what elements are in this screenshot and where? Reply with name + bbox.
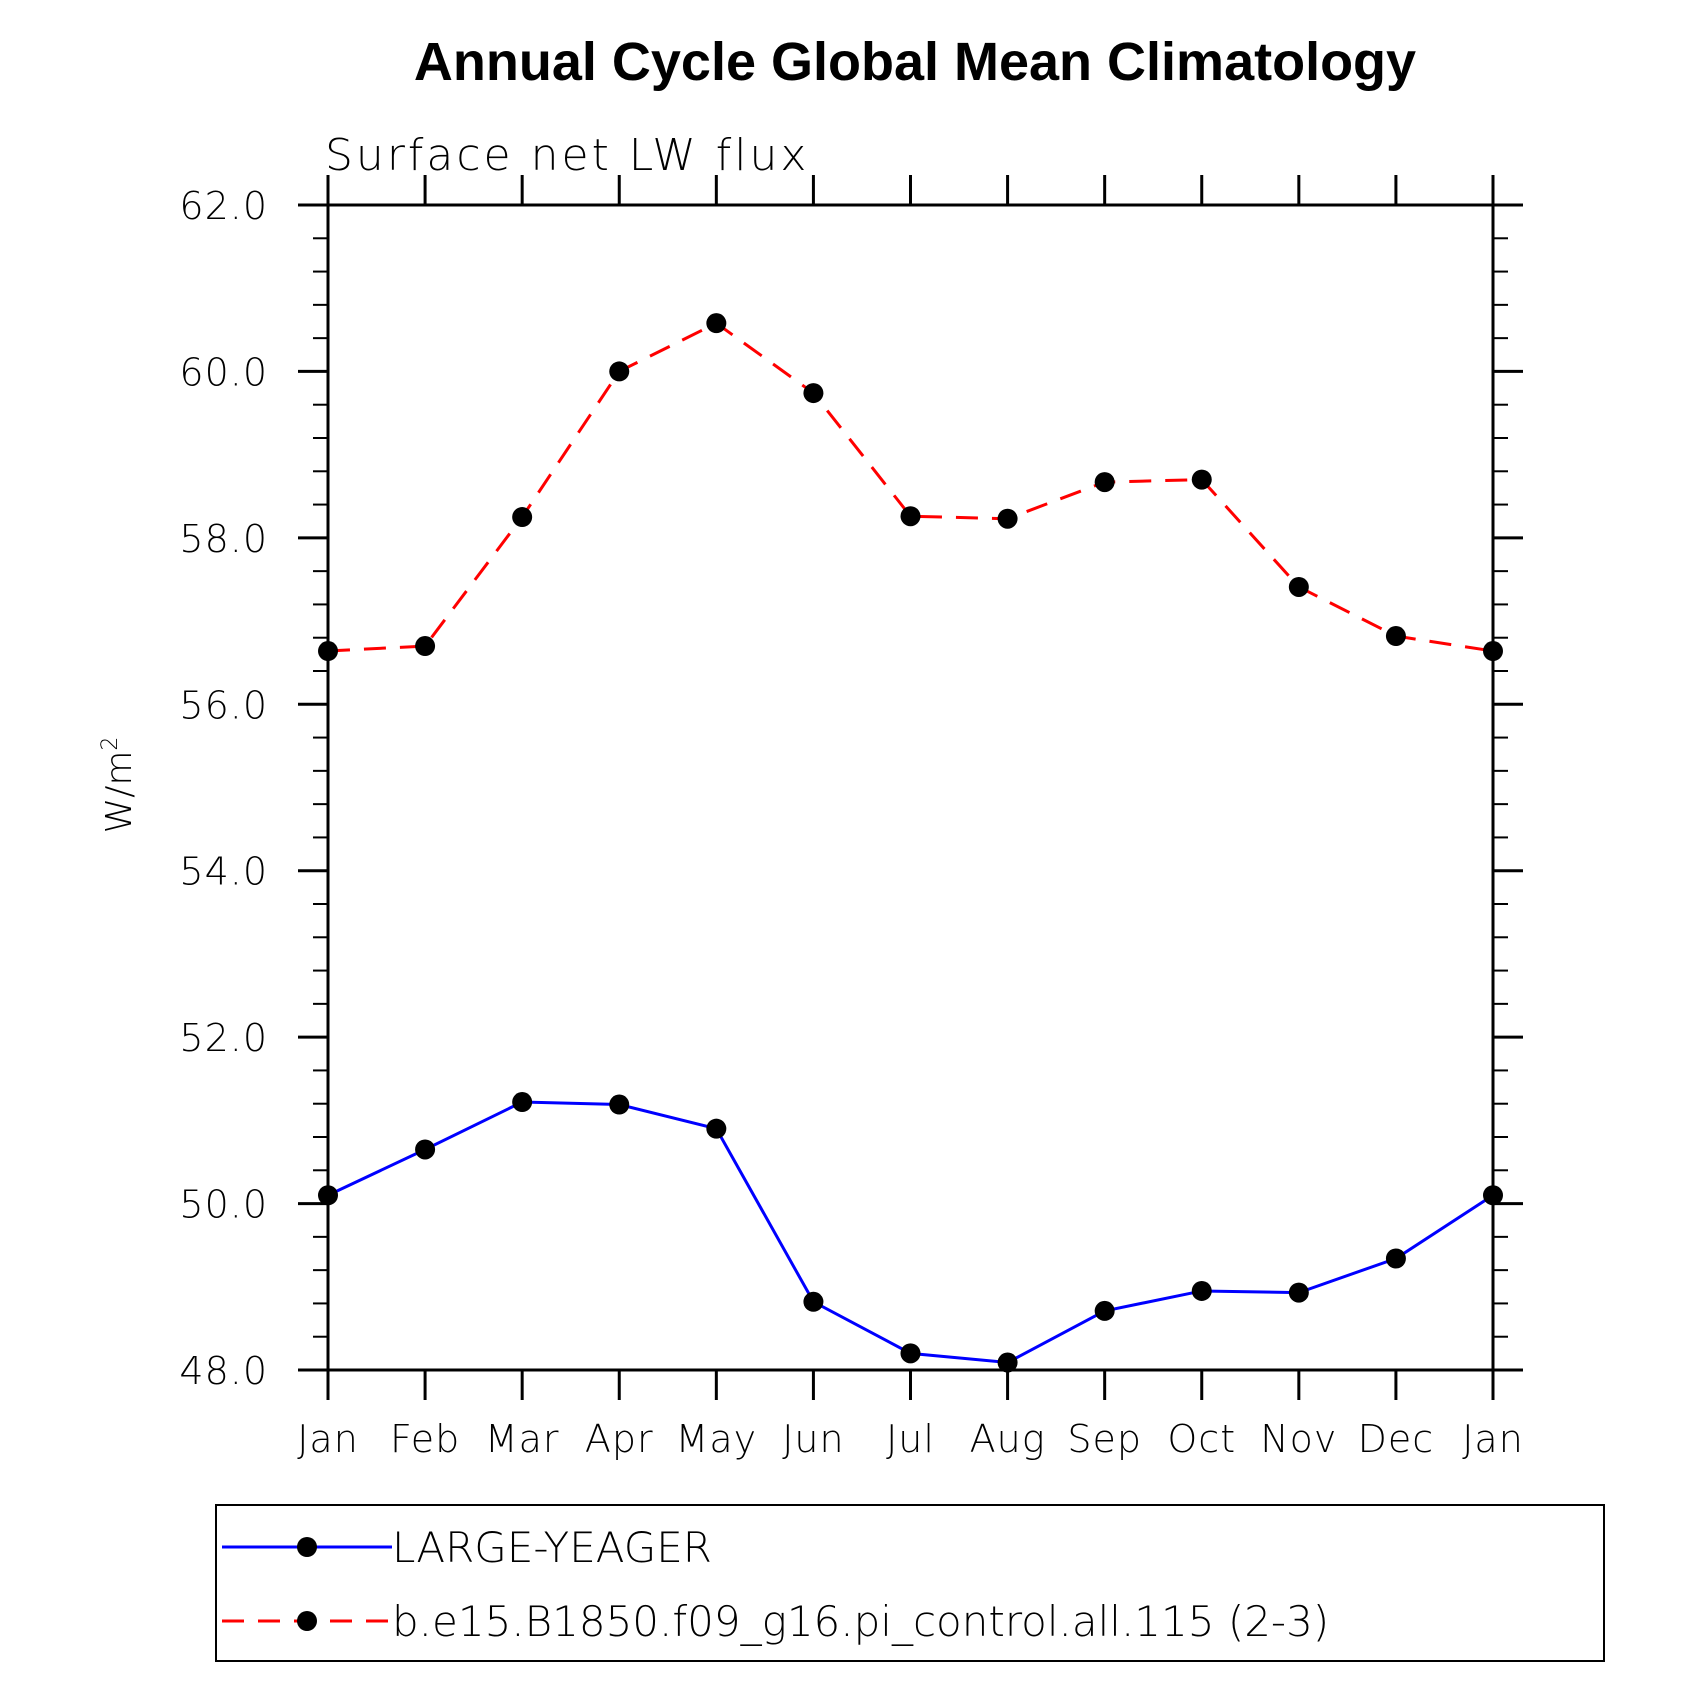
x-tick-label: Oct [1167, 1417, 1236, 1461]
series-point-0 [1385, 1248, 1406, 1269]
series-point-1 [706, 313, 727, 334]
y-tick-label: 48.0 [179, 1349, 268, 1393]
series-point-0 [609, 1094, 630, 1115]
x-tick-label: Jul [886, 1417, 935, 1461]
axis-ticks [298, 175, 1523, 1400]
series-point-1 [609, 361, 630, 382]
y-axis-label: W/m2 [98, 737, 140, 834]
series-point-1 [1288, 576, 1309, 597]
y-axis-label-sup: 2 [98, 737, 123, 751]
series-point-1 [415, 636, 436, 657]
series-point-0 [415, 1139, 436, 1160]
series-point-0 [1191, 1280, 1212, 1301]
series-point-1 [803, 383, 824, 404]
x-tick-label: Aug [970, 1417, 1046, 1461]
x-tick-label: Dec [1358, 1417, 1435, 1461]
legend-label-1: b.e15.B1850.f09_g16.pi_control.all.115 (… [392, 1597, 1329, 1646]
legend: LARGE-YEAGER b.e15.B1850.f09_g16.pi_contr… [222, 1523, 1329, 1646]
legend-marker-1 [297, 1611, 317, 1631]
series-layer [318, 313, 1503, 1373]
legend-marker-0 [297, 1537, 317, 1557]
series-point-1 [318, 641, 338, 662]
x-tick-label: Jan [1462, 1417, 1524, 1461]
series-point-0 [803, 1291, 824, 1312]
x-tick-label: Nov [1260, 1417, 1337, 1461]
y-tick-label: 60.0 [179, 350, 268, 394]
series-point-1 [997, 508, 1018, 529]
x-tick-label: Feb [390, 1417, 460, 1461]
x-tick-label: Sep [1067, 1417, 1142, 1461]
legend-box [215, 1504, 1605, 1662]
series-point-0 [318, 1185, 338, 1206]
series-point-0 [706, 1118, 727, 1139]
series-point-1 [1094, 472, 1115, 493]
chart-subtitle: Surface net LW flux [325, 130, 809, 181]
series-point-0 [997, 1352, 1018, 1373]
x-tick-label: Apr [585, 1417, 654, 1461]
series-point-1 [1385, 626, 1406, 647]
x-tick-label: Jan [297, 1417, 359, 1461]
series-point-1 [1483, 641, 1503, 662]
series-point-0 [1288, 1282, 1309, 1303]
axis-tick-labels: Jan Feb Mar Apr May Jun Jul Aug Sep Oct Nov Dec Jan 4… [179, 184, 1524, 1461]
y-tick-label: 56.0 [179, 683, 268, 727]
y-tick-label: 50.0 [179, 1183, 268, 1227]
series-line-1 [327, 321, 1494, 653]
y-tick-label: 58.0 [179, 517, 268, 561]
plot-frame [326, 203, 1495, 1372]
x-tick-label: Jun [782, 1417, 844, 1461]
series-point-0 [1094, 1300, 1115, 1321]
y-tick-label: 54.0 [179, 850, 268, 894]
y-tick-label: 52.0 [179, 1016, 268, 1060]
series-line-0 [327, 1100, 1494, 1365]
series-point-0 [900, 1343, 921, 1364]
series-point-1 [900, 506, 921, 527]
y-axis-label-text: W/m [99, 751, 140, 834]
series-point-0 [1483, 1185, 1503, 1206]
series-point-0 [512, 1092, 533, 1113]
series-point-1 [512, 507, 533, 528]
legend-label-0: LARGE-YEAGER [392, 1523, 712, 1572]
x-tick-label: May [676, 1417, 758, 1461]
y-tick-label: 62.0 [179, 184, 268, 228]
series-point-1 [1191, 469, 1212, 490]
svg-text:W/m2: W/m2 [98, 737, 140, 834]
x-tick-label: Mar [485, 1417, 560, 1461]
chart-title: Annual Cycle Global Mean Climatology [414, 32, 1416, 92]
